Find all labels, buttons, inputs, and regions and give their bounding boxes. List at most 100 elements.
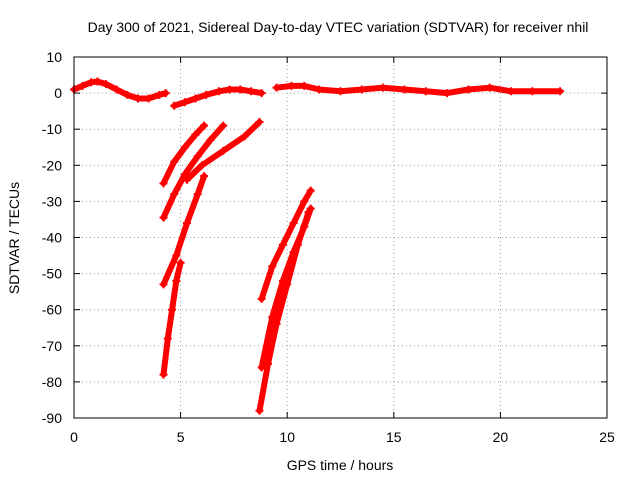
data-point [379,83,388,92]
y-tick-label: 10 [46,49,62,65]
data-series [70,77,565,415]
data-point [255,406,264,415]
data-point [507,87,516,96]
data-point [93,77,102,86]
x-tick-label: 25 [599,429,615,445]
data-point [257,89,266,98]
data-point [315,85,324,94]
data-point [123,90,132,99]
x-tick-label: 15 [386,429,402,445]
data-point [159,179,168,188]
series-track-i [258,187,314,302]
data-point [336,87,345,96]
data-point [159,370,168,379]
data-point [180,143,189,152]
data-point [182,175,191,184]
data-point [159,280,168,289]
data-point [161,89,170,98]
data-point [278,240,287,249]
x-tick-label: 20 [493,429,509,445]
data-point [191,130,200,139]
data-point [200,121,209,130]
data-point [400,85,409,94]
data-point [528,87,537,96]
data-point [236,85,245,94]
x-tick-label: 10 [279,429,295,445]
data-point [300,197,309,206]
data-point [257,294,266,303]
data-point [159,213,168,222]
data-point [464,85,473,94]
plot-frame [73,56,608,419]
data-point [272,320,281,329]
data-point [78,81,87,90]
y-axis-label: SDTVAR / TECUs [6,182,22,294]
data-point [287,81,296,90]
data-point [268,312,277,321]
data-point [206,136,215,145]
y-tick-label: -10 [42,121,62,137]
data-point [168,305,177,314]
data-point [289,219,298,228]
grid [74,57,607,418]
data-point [176,258,185,267]
data-point [225,85,234,94]
data-point [144,94,153,103]
data-point [182,219,191,228]
data-point [293,240,302,249]
data-point [180,170,189,179]
data-point [180,98,189,107]
data-point [197,161,206,170]
data-point [155,90,164,99]
data-point [193,190,202,199]
y-tick-label: -60 [42,302,62,318]
data-point [357,85,366,94]
data-point [101,80,110,89]
data-point [306,186,315,195]
data-point [170,101,179,110]
data-point [255,117,264,126]
data-point [219,146,228,155]
data-point [170,157,179,166]
series-track-e [160,122,227,221]
data-point [163,334,172,343]
series-track-k [256,209,312,414]
data-point [556,87,565,96]
data-point [172,251,181,260]
data-point [272,83,281,92]
data-point [193,152,202,161]
data-point [246,87,255,96]
data-point [304,208,313,217]
y-tick-label: -40 [42,230,62,246]
chart-title: Day 300 of 2021, Sidereal Day-to-day VTE… [88,19,589,35]
data-point [219,121,228,130]
y-tick-label: -80 [42,374,62,390]
data-point [200,172,209,181]
x-tick-label: 0 [70,429,78,445]
y-tick-label: -90 [42,410,62,426]
data-point [300,81,309,90]
y-tick-label: -30 [42,193,62,209]
x-tick-label: 5 [177,429,185,445]
data-point [172,276,181,285]
data-point [191,94,200,103]
data-point [485,83,494,92]
data-point [264,359,273,368]
axis-ticks: 0 5 10 15 20 25 10 0 -10 -20 -30 -40 -50 -60 -70 -80 -90 [42,49,615,445]
data-point [283,280,292,289]
y-tick-label: -20 [42,157,62,173]
y-tick-label: 0 [54,85,62,101]
data-point [170,190,179,199]
data-point [214,87,223,96]
data-point [257,363,266,372]
data-point [112,85,121,94]
y-tick-label: -70 [42,338,62,354]
data-point [421,87,430,96]
data-point [268,262,277,271]
data-point [202,90,211,99]
data-point [240,132,249,141]
x-axis-label: GPS time / hours [287,457,394,473]
y-tick-label: -50 [42,266,62,282]
data-point [133,94,142,103]
